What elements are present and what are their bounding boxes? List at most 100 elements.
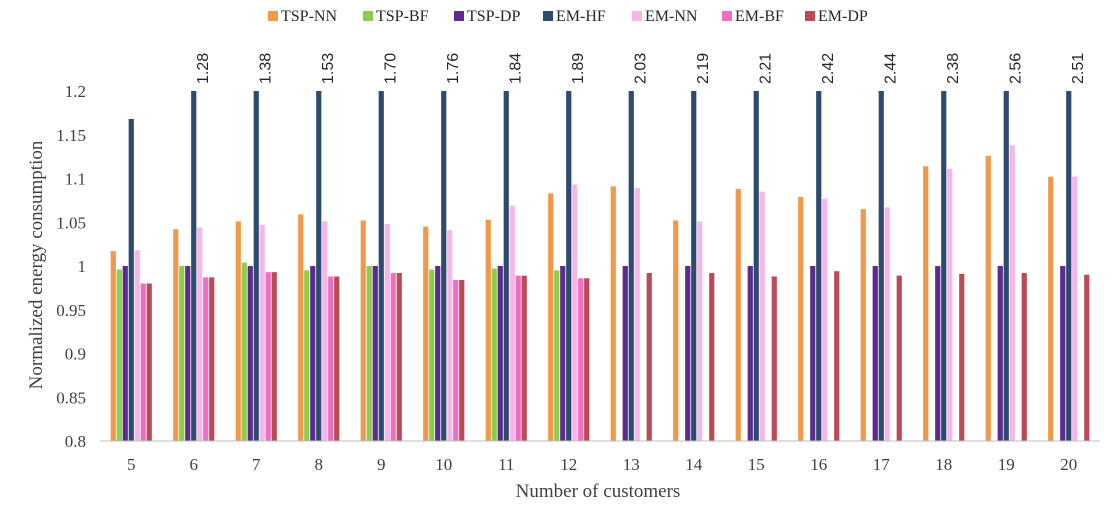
bar-em-dp-6 <box>209 277 215 442</box>
overflow-value-label: 2.44 <box>882 53 899 84</box>
overflow-value-label: 2.51 <box>1070 53 1087 84</box>
bar-tsp-dp-11 <box>497 266 503 441</box>
overflow-value-label: 1.84 <box>507 53 524 84</box>
bar-em-nn-7 <box>259 224 265 441</box>
y-tick-label: 1.1 <box>65 170 86 189</box>
bar-em-bf-7 <box>265 272 271 442</box>
bar-em-dp-15 <box>771 276 777 441</box>
bar-tsp-dp-8 <box>310 266 316 441</box>
bar-tsp-bf-6 <box>179 266 185 441</box>
bar-em-dp-14 <box>709 273 715 441</box>
bar-tsp-dp-5 <box>122 266 128 441</box>
bar-tsp-nn-12 <box>548 193 554 441</box>
overflow-value-label: 1.38 <box>257 53 274 84</box>
bar-tsp-nn-16 <box>798 196 804 441</box>
legend-swatch-em-bf <box>722 11 732 21</box>
bar-tsp-nn-13 <box>610 186 616 441</box>
bar-em-dp-19 <box>1021 273 1027 441</box>
overflow-value-label: 2.56 <box>1007 53 1024 84</box>
y-tick-label: 1.2 <box>65 82 86 101</box>
bar-tsp-dp-15 <box>747 266 753 441</box>
bar-tsp-dp-17 <box>872 266 878 441</box>
bar-tsp-dp-9 <box>372 266 378 441</box>
x-tick-label: 9 <box>377 455 386 474</box>
x-tick-label: 14 <box>685 455 703 474</box>
y-tick-label: 1 <box>78 257 87 276</box>
bar-em-hf-5 <box>128 119 134 441</box>
overflow-value-label: 2.03 <box>632 53 649 84</box>
bar-em-hf-17 <box>878 91 884 441</box>
bar-em-hf-15 <box>753 91 759 441</box>
x-tick-label: 8 <box>315 455 324 474</box>
overflow-value-label: 2.42 <box>820 53 837 84</box>
bar-tsp-dp-13 <box>622 266 628 441</box>
bar-tsp-nn-17 <box>860 209 866 441</box>
bars <box>110 91 1090 442</box>
bar-em-nn-6 <box>197 227 203 441</box>
bar-em-hf-9 <box>378 91 384 441</box>
legend: TSP-NN TSP-BF TSP-DP EM-HF EM-NN EM-BF EM-DP <box>268 8 868 25</box>
overflow-value-label: 2.38 <box>945 53 962 84</box>
bar-em-nn-15 <box>759 191 765 441</box>
x-tick-label: 10 <box>435 455 452 474</box>
legend-swatch-tsp-dp <box>454 11 464 21</box>
bar-em-dp-20 <box>1084 274 1090 441</box>
bar-em-dp-11 <box>521 275 527 442</box>
legend-label-em-bf: EM-BF <box>735 8 784 25</box>
bar-tsp-nn-14 <box>673 220 679 441</box>
bar-em-dp-12 <box>584 278 590 441</box>
bar-tsp-dp-16 <box>810 266 816 441</box>
bar-em-bf-9 <box>390 273 396 441</box>
bar-em-dp-5 <box>146 283 152 441</box>
bar-em-nn-16 <box>822 198 828 441</box>
bar-em-dp-16 <box>834 271 840 441</box>
x-tick-label: 15 <box>748 455 765 474</box>
bar-em-dp-10 <box>459 280 465 441</box>
x-tick-label: 6 <box>190 455 199 474</box>
legend-label-em-hf: EM-HF <box>556 8 606 25</box>
bar-em-hf-18 <box>941 91 947 441</box>
bar-em-bf-12 <box>578 278 584 441</box>
bar-em-nn-19 <box>1009 145 1015 441</box>
bar-em-hf-20 <box>1066 91 1072 441</box>
bar-em-nn-20 <box>1072 176 1078 441</box>
bar-em-hf-8 <box>316 91 322 441</box>
bar-em-hf-14 <box>691 91 697 441</box>
bar-tsp-bf-7 <box>241 262 247 441</box>
legend-label-em-dp: EM-DP <box>818 8 868 25</box>
legend-label-tsp-dp: TSP-DP <box>467 8 520 25</box>
bar-em-nn-12 <box>572 184 578 442</box>
bar-em-bf-5 <box>140 283 146 441</box>
y-tick-label: 0.9 <box>65 345 86 364</box>
bar-em-hf-11 <box>503 91 509 441</box>
bar-tsp-bf-11 <box>491 268 497 442</box>
bar-tsp-dp-12 <box>560 266 566 441</box>
legend-swatch-tsp-nn <box>268 11 278 21</box>
legend-swatch-em-nn <box>632 11 642 21</box>
legend-swatch-tsp-bf <box>363 11 373 21</box>
overflow-labels: 1.28 1.38 1.53 1.70 1.76 1.84 1.89 2.03 2.19 2.21… <box>195 53 1087 84</box>
bar-em-nn-8 <box>322 221 328 441</box>
bar-em-hf-12 <box>566 91 572 441</box>
bar-em-hf-6 <box>191 91 197 441</box>
bar-em-nn-11 <box>509 205 515 441</box>
x-tick-label: 17 <box>873 455 891 474</box>
x-axis-title: Number of customers <box>516 481 681 502</box>
bar-em-bf-10 <box>453 280 459 441</box>
bar-em-dp-17 <box>896 275 902 442</box>
overflow-value-label: 1.89 <box>570 53 587 84</box>
bar-em-dp-18 <box>959 273 965 442</box>
bar-em-bf-6 <box>203 277 209 442</box>
bar-tsp-nn-6 <box>173 229 179 441</box>
bar-tsp-dp-19 <box>997 266 1003 441</box>
bar-em-hf-19 <box>1003 91 1009 441</box>
bar-em-nn-5 <box>134 250 140 441</box>
y-axis: 0.8 0.85 0.9 0.95 1 1.05 1.1 1.15 1.2 <box>56 82 86 451</box>
bar-em-hf-10 <box>441 91 447 441</box>
x-tick-label: 11 <box>498 455 514 474</box>
overflow-value-label: 1.28 <box>195 53 212 84</box>
bar-em-hf-16 <box>816 91 822 441</box>
bar-tsp-nn-20 <box>1048 176 1054 441</box>
y-tick-label: 1.05 <box>56 213 86 232</box>
